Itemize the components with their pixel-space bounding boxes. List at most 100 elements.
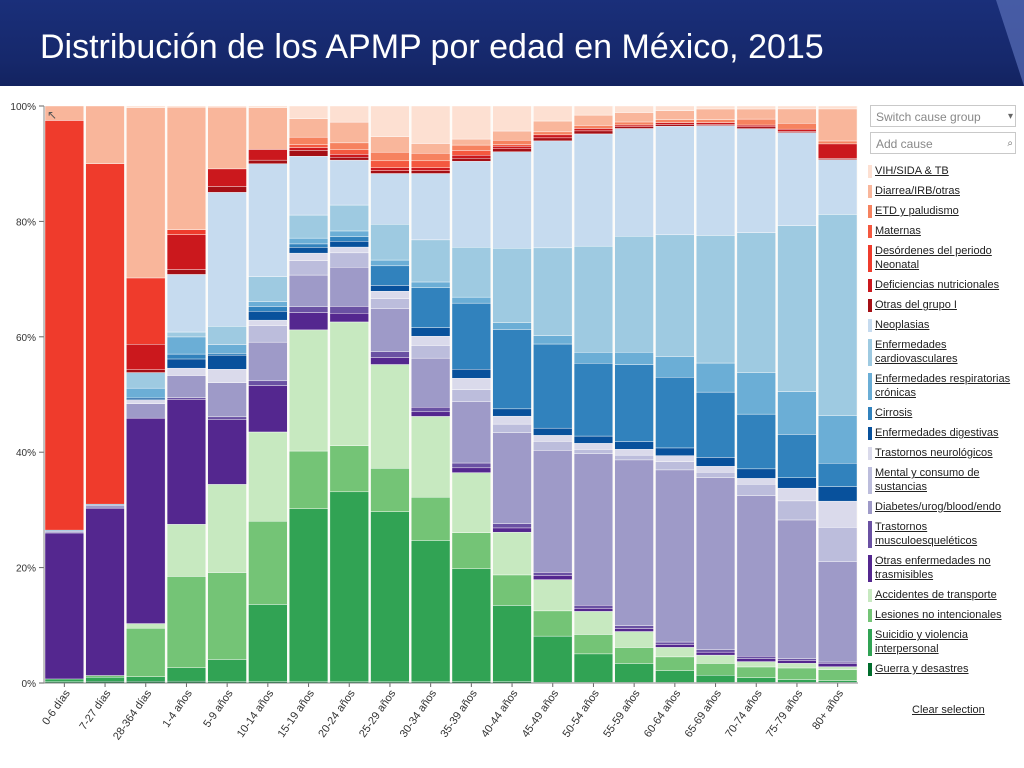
bar-segment (166, 107, 207, 230)
plot-background (44, 106, 858, 683)
bar-segment (614, 121, 654, 126)
legend-item[interactable]: Diarrea/IRB/otras (868, 184, 1024, 198)
bar-segment (655, 644, 695, 648)
bar-segment (248, 521, 288, 605)
switch-cause-group-select[interactable]: Switch cause group ▾ (870, 105, 1016, 127)
bar-segment (370, 351, 410, 358)
legend-item[interactable]: Enfermedades digestivas (868, 426, 1024, 440)
bar-segment (411, 143, 451, 154)
bar-segment (329, 241, 369, 248)
bar-segment (573, 634, 613, 655)
bar-segment (126, 277, 166, 345)
bar-segment (777, 225, 817, 392)
bar-segment (166, 336, 207, 355)
bar-segment (492, 531, 532, 576)
bar-segment (614, 449, 654, 456)
bar-segment (614, 647, 654, 664)
bar-segment (166, 274, 207, 333)
bar-segment (696, 651, 736, 656)
bar-segment (696, 654, 736, 664)
bar-stack (411, 105, 451, 684)
bar-segment (248, 159, 288, 164)
legend-item[interactable]: Maternas (868, 224, 1024, 238)
bar-segment (289, 147, 329, 151)
bar-segment (533, 120, 573, 133)
legend-item[interactable]: Otras enfermedades no trasmisibles (868, 554, 1024, 582)
legend-item[interactable]: Cirrosis (868, 406, 1024, 420)
legend-item[interactable]: Desórdenes del periodo Neonatal (868, 244, 1024, 272)
bar-segment (492, 151, 532, 249)
bar-segment (736, 108, 776, 120)
legend-swatch (868, 205, 872, 218)
bar-segment (370, 173, 410, 225)
legend-item[interactable]: Lesiones no intencionales (868, 608, 1024, 622)
legend: VIH/SIDA & TB Diarrea/IRB/otras ETD y palu… (868, 164, 1024, 682)
bar-segment (614, 663, 654, 683)
bar-stack (166, 105, 207, 684)
bar-segment (329, 154, 369, 158)
bar-segment (777, 477, 817, 489)
y-tick-label: 0% (22, 679, 37, 690)
legend-item[interactable]: Mental y consumo de sustancias (868, 466, 1024, 494)
bar-segment (411, 327, 451, 337)
bar-segment (818, 661, 858, 664)
bar-segment (370, 308, 410, 353)
x-tick-label: 20-24 años (316, 687, 358, 739)
bar-segment (289, 508, 329, 683)
legend-swatch (868, 245, 872, 272)
bar-stack (370, 105, 410, 684)
legend-item[interactable]: Neoplasias (868, 318, 1024, 332)
legend-item[interactable]: Guerra y desastres (868, 662, 1024, 676)
bar-segment (411, 406, 451, 413)
bar-segment (289, 144, 329, 148)
bar-stack (777, 105, 817, 684)
bar-segment (44, 678, 84, 683)
bar-segment (411, 540, 451, 683)
bar-segment (818, 415, 858, 464)
legend-item[interactable]: Otras del grupo I (868, 298, 1024, 312)
bar-segment (451, 369, 491, 379)
legend-item[interactable]: Diabetes/urog/blood/endo (868, 500, 1024, 514)
bar-stack (44, 105, 84, 684)
bar-segment (207, 326, 247, 345)
bar-segment (126, 387, 166, 399)
bar-segment (329, 142, 369, 150)
bar-segment (777, 391, 817, 435)
bar-segment (696, 125, 736, 236)
legend-swatch (868, 609, 872, 622)
x-tick-label: 10-14 años (235, 687, 277, 739)
bar-segment (777, 663, 817, 669)
legend-item[interactable]: Accidentes de transporte (868, 588, 1024, 602)
slide-title: Distribución de los APMP por edad en Méx… (40, 28, 824, 66)
bar-segment (655, 125, 695, 236)
legend-item[interactable]: Deficiencias nutricionales (868, 278, 1024, 292)
legend-label: Mental y consumo de sustancias (875, 467, 980, 493)
bar-segment (696, 362, 736, 393)
legend-label: Trastornos neurológicos (875, 447, 993, 459)
legend-item[interactable]: Trastornos musculoesqueléticos (868, 520, 1024, 548)
legend-item[interactable]: Trastornos neurológicos (868, 446, 1024, 460)
bar-segment (44, 120, 84, 531)
legend-item[interactable]: Suicidio y violencia interpersonal (868, 628, 1024, 656)
legend-item[interactable]: Enfermedades respiratorias crónicas (868, 372, 1024, 400)
bar-segment (492, 605, 532, 682)
bar-segment (736, 105, 776, 110)
clear-selection-link[interactable]: Clear selection (912, 704, 985, 716)
bar-segment (248, 431, 288, 522)
y-tick-label: 100% (10, 102, 36, 113)
legend-label: Enfermedades respiratorias crónicas (875, 373, 1011, 399)
legend-item[interactable]: VIH/SIDA & TB (868, 164, 1024, 178)
bar-segment (329, 306, 369, 314)
bar-segment (370, 265, 410, 286)
add-cause-input[interactable]: Add cause ⌕ (870, 132, 1016, 154)
legend-item[interactable]: Enfermedades cardiovasculares (868, 338, 1024, 366)
x-tick-label: 7-27 días (77, 687, 113, 732)
legend-item[interactable]: ETD y paludismo (868, 204, 1024, 218)
bar-segment (818, 500, 858, 528)
bar-segment (573, 114, 613, 126)
legend-swatch (868, 279, 872, 292)
bar-segment (329, 313, 369, 323)
bar-segment (696, 649, 736, 653)
bar-segment (777, 108, 817, 124)
bar-segment (614, 351, 654, 365)
